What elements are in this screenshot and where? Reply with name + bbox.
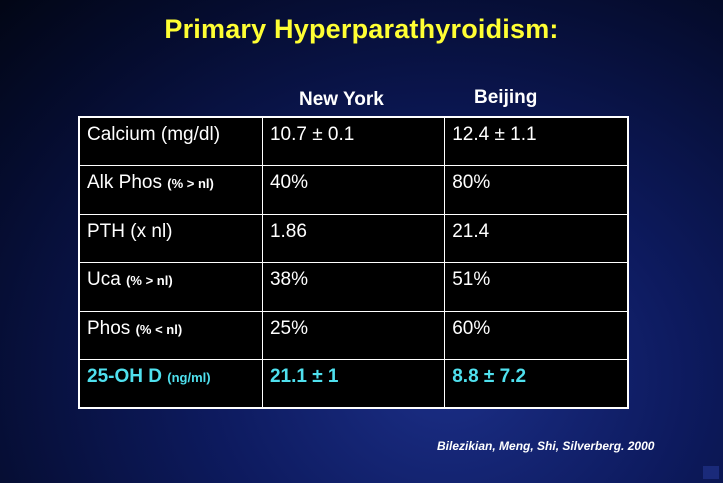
row-label-calcium: Calcium (mg/dl) bbox=[78, 116, 263, 166]
row-label-text: Alk Phos bbox=[87, 172, 168, 193]
slide-title: Primary Hyperparathyroidism: bbox=[164, 14, 559, 44]
row-unit: (% > nl) bbox=[126, 273, 173, 288]
row-unit: (% > nl) bbox=[167, 176, 214, 191]
cell-new-york-25-oh-d: 21.1 ± 1 bbox=[261, 359, 446, 409]
cell-beijing-calcium: 12.4 ± 1.1 bbox=[444, 116, 629, 166]
column-header-new-york: New York bbox=[299, 89, 384, 110]
cell-new-york-pth: 1.86 bbox=[261, 213, 446, 263]
cell-beijing-phos: 60% bbox=[444, 310, 629, 360]
cell-new-york-alk-phos: 40% bbox=[261, 165, 446, 215]
row-label-uca: Uca (% > nl) bbox=[78, 262, 263, 312]
cell-beijing-alk-phos: 80% bbox=[444, 165, 629, 215]
row-label-text: Phos bbox=[87, 317, 136, 339]
row-label-text: PTH (x nl) bbox=[87, 220, 173, 242]
row-label-text: Uca bbox=[87, 269, 127, 290]
table-row-pth: PTH (x nl) 1.86 21.4 bbox=[78, 213, 629, 263]
row-unit: (% < nl) bbox=[135, 321, 183, 337]
cell-new-york-calcium: 10.7 ± 0.1 bbox=[261, 116, 446, 166]
table-row-uca: Uca (% > nl) 38% 51% bbox=[78, 262, 629, 312]
cell-beijing-pth: 21.4 bbox=[444, 213, 629, 263]
cell-new-york-phos: 25% bbox=[261, 310, 446, 360]
table-row-calcium: Calcium (mg/dl) 10.7 ± 0.1 12.4 ± 1.1 bbox=[78, 116, 629, 166]
citation-text: Bilezikian, Meng, Shi, Silverberg. 2000 bbox=[437, 439, 655, 453]
comparison-table: Calcium (mg/dl) 10.7 ± 0.1 12.4 ± 1.1 Al… bbox=[78, 116, 629, 409]
row-label-phos: Phos (% < nl) bbox=[78, 310, 263, 360]
table-row-alk-phos: Alk Phos (% > nl) 40% 80% bbox=[78, 165, 629, 215]
table-row-phos: Phos (% < nl) 25% 60% bbox=[78, 310, 629, 360]
column-header-beijing: Beijing bbox=[474, 87, 538, 108]
cell-beijing-uca: 51% bbox=[444, 262, 629, 312]
row-label-alk-phos: Alk Phos (% > nl) bbox=[78, 165, 263, 215]
table-row-25-oh-d: 25-OH D (ng/ml) 21.1 ± 1 8.8 ± 7.2 bbox=[78, 359, 629, 409]
corner-mark bbox=[703, 466, 719, 479]
row-unit: (ng/ml) bbox=[167, 370, 211, 385]
cell-new-york-uca: 38% bbox=[261, 262, 446, 312]
row-label-text: 25-OH D bbox=[87, 366, 168, 387]
row-label-pth: PTH (x nl) bbox=[78, 213, 263, 263]
row-label-text: Calcium (mg/dl) bbox=[87, 124, 221, 145]
cell-beijing-25-oh-d: 8.8 ± 7.2 bbox=[444, 359, 629, 409]
row-label-25-oh-d: 25-OH D (ng/ml) bbox=[78, 359, 263, 409]
